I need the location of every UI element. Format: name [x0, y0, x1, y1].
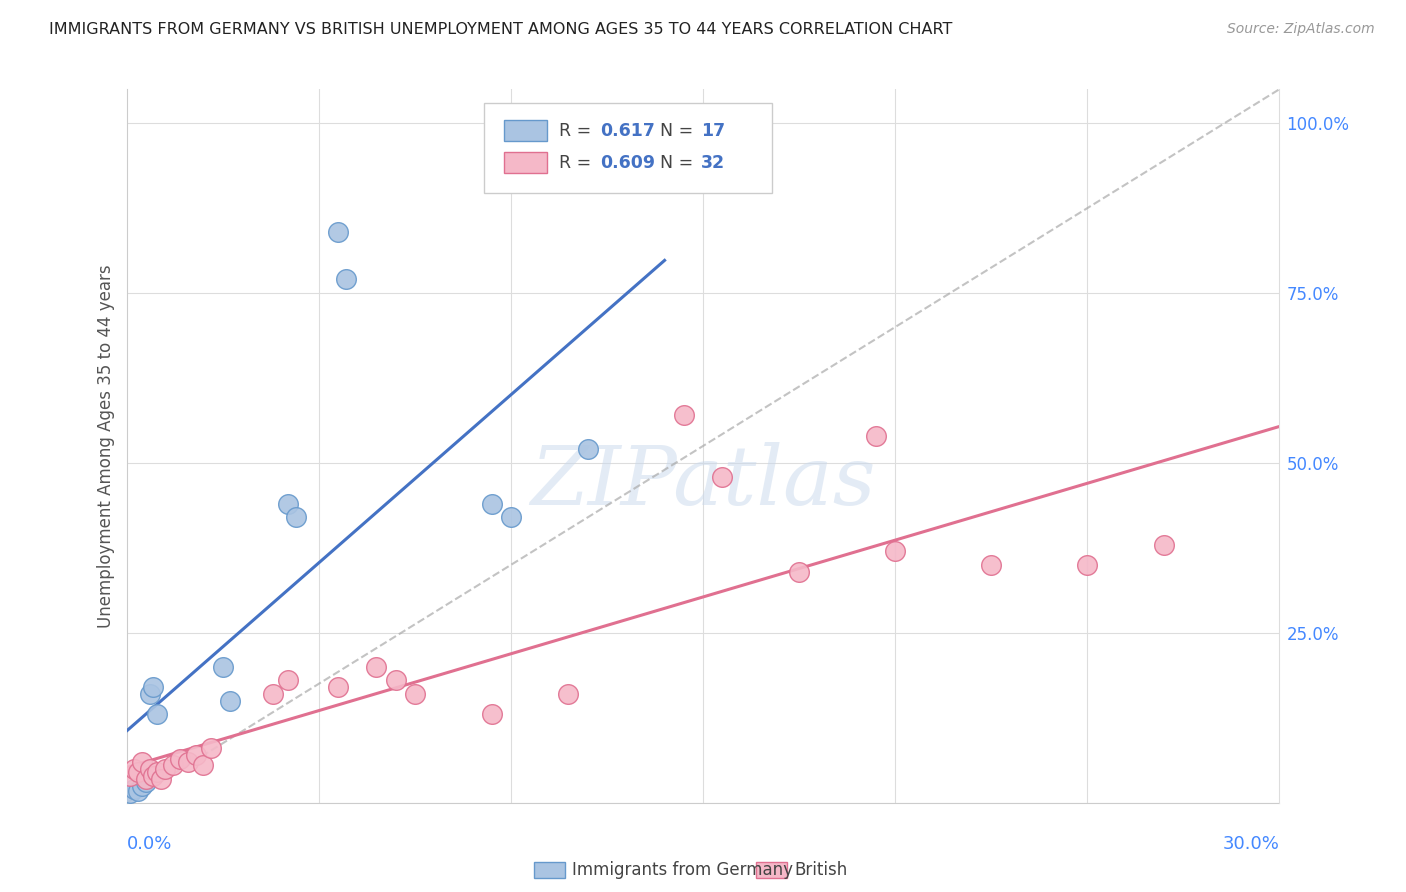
Point	[193, 758, 215, 772]
Text: British: British	[794, 861, 848, 879]
Point	[277, 497, 299, 511]
Point	[135, 775, 157, 789]
Point	[557, 687, 579, 701]
Point	[150, 772, 173, 786]
Text: 32: 32	[700, 153, 725, 171]
Text: Immigrants from Germany: Immigrants from Germany	[572, 861, 793, 879]
Point	[481, 497, 503, 511]
Text: N =: N =	[661, 121, 699, 139]
Point	[262, 687, 284, 701]
Point	[481, 707, 503, 722]
Point	[177, 755, 200, 769]
Point	[672, 409, 695, 423]
Point	[127, 783, 149, 797]
Text: 30.0%: 30.0%	[1223, 835, 1279, 853]
Text: 0.609: 0.609	[600, 153, 655, 171]
Point	[146, 707, 169, 722]
Point	[326, 225, 349, 239]
Point	[122, 782, 145, 797]
Point	[200, 741, 222, 756]
Point	[131, 755, 153, 769]
Point	[169, 751, 191, 765]
Text: 0.617: 0.617	[600, 121, 655, 139]
Point	[284, 510, 307, 524]
Point	[211, 660, 233, 674]
Point	[131, 779, 153, 793]
Point	[153, 762, 176, 776]
Text: 17: 17	[700, 121, 725, 139]
Point	[120, 769, 142, 783]
Text: IMMIGRANTS FROM GERMANY VS BRITISH UNEMPLOYMENT AMONG AGES 35 TO 44 YEARS CORREL: IMMIGRANTS FROM GERMANY VS BRITISH UNEMP…	[49, 22, 953, 37]
Point	[1153, 537, 1175, 551]
Point	[138, 687, 160, 701]
Point	[135, 772, 157, 786]
Point	[499, 510, 522, 524]
Text: Source: ZipAtlas.com: Source: ZipAtlas.com	[1227, 22, 1375, 37]
Point	[138, 762, 160, 776]
Y-axis label: Unemployment Among Ages 35 to 44 years: Unemployment Among Ages 35 to 44 years	[97, 264, 115, 628]
Point	[326, 680, 349, 694]
Point	[122, 762, 145, 776]
Point	[146, 765, 169, 780]
Text: 0.0%: 0.0%	[127, 835, 172, 853]
Point	[142, 680, 165, 694]
Point	[184, 748, 207, 763]
Text: R =: R =	[558, 121, 596, 139]
Point	[1076, 558, 1098, 572]
Point	[787, 565, 810, 579]
Point	[884, 544, 907, 558]
Point	[865, 429, 887, 443]
Point	[335, 272, 357, 286]
FancyBboxPatch shape	[503, 120, 547, 141]
Point	[384, 673, 406, 688]
Point	[277, 673, 299, 688]
Point	[120, 786, 142, 800]
Text: N =: N =	[661, 153, 699, 171]
Text: ZIPatlas: ZIPatlas	[530, 442, 876, 522]
Point	[711, 469, 734, 483]
Text: R =: R =	[558, 153, 596, 171]
Point	[404, 687, 426, 701]
Point	[127, 765, 149, 780]
Point	[142, 769, 165, 783]
Point	[219, 694, 242, 708]
Point	[576, 442, 599, 457]
FancyBboxPatch shape	[484, 103, 772, 193]
Point	[162, 758, 184, 772]
Point	[366, 660, 388, 674]
FancyBboxPatch shape	[503, 152, 547, 173]
Point	[980, 558, 1002, 572]
